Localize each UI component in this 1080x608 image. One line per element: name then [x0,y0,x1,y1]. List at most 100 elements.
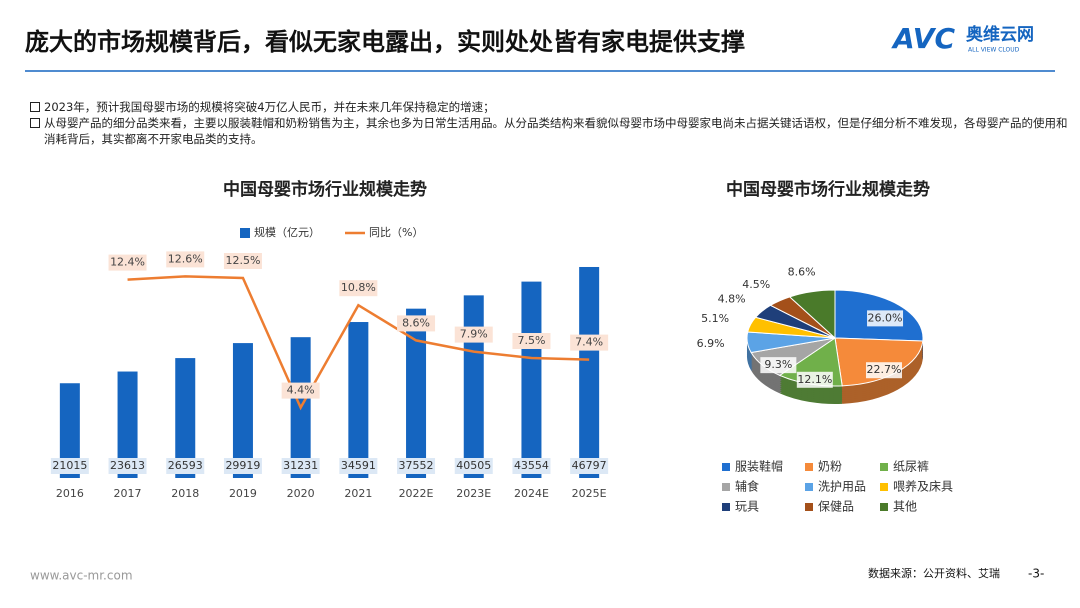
data-label-bg [796,371,833,388]
data-label: 43554 [514,459,549,472]
data-label: 10.8% [341,281,376,294]
legend-label: 同比（%） [369,226,423,239]
data-label: 26593 [168,459,203,472]
data-label-bg [783,264,820,281]
pie-slice [788,289,836,340]
data-label-bg [570,334,609,351]
data-label: 12.5% [225,254,260,267]
legend-swatch [722,483,730,491]
legend-swatch [880,463,888,471]
data-label-bg [512,458,551,474]
bar [232,343,253,478]
x-tick-label: 2017 [114,487,142,500]
bar [175,358,196,478]
data-label-bg [339,280,378,297]
legend-label: 玩具 [735,500,759,514]
source: 数据来源：公开资料、艾瑞 [868,566,1000,580]
slide-title: 庞大的市场规模背后，看似无家电露出，实则处处皆有家电提供支撑 [25,28,745,56]
chart-title: 中国母婴市场行业规模走势 [726,179,930,200]
data-label: 5.1% [701,312,729,325]
data-label-bg [570,458,609,474]
data-label: 29919 [225,459,260,472]
line [127,275,590,411]
data-label-bg [223,458,262,474]
legend-swatch [805,463,813,471]
legend-label: 保健品 [818,500,854,514]
x-tick-label: 2023E [456,487,491,500]
data-label: 21015 [52,459,87,472]
legend-label: 洗护用品 [818,480,866,494]
data-label-bg [397,315,436,332]
page-number: -3- [1028,567,1044,581]
data-label-bg [454,458,493,474]
data-label-bg [166,458,205,474]
bar [117,371,138,478]
data-label: 7.5% [517,334,545,347]
data-label: 37552 [399,459,434,472]
data-label: 4.8% [718,293,746,306]
x-tick-label: 2020 [287,487,315,500]
legend-swatch [805,503,813,511]
legend-label: 喂养及床具 [893,479,953,494]
data-label: 4.4% [287,384,315,397]
data-label-bg [108,458,147,474]
data-label-bg [223,253,262,269]
data-label-bg [281,382,320,399]
data-label: 26.0% [868,311,903,324]
logo-en: ALL VIEW CLOUD [968,47,1020,54]
x-tick-label: 2018 [171,487,199,500]
bar [463,295,484,478]
data-label-bg [454,326,493,343]
legend-swatch [240,228,250,238]
data-label-bg [865,362,902,379]
data-label: 12.4% [110,256,145,269]
data-label: 9.3% [764,358,792,371]
legend-label: 纸尿裤 [893,460,929,474]
data-label: 8.6% [402,316,430,329]
x-tick-label: 2019 [229,487,257,500]
data-label: 6.9% [697,337,725,350]
legend-swatch [722,463,730,471]
x-tick-label: 2021 [344,487,372,500]
bullet: 从母婴产品的细分品类来看，主要以服装鞋帽和奶粉销售为主，其余也多为日常生活用品。… [30,115,1074,147]
x-tick-label: 2022E [399,487,434,500]
data-label-bg [738,277,775,294]
bar [59,383,80,478]
data-label: 12.1% [797,373,832,386]
data-label: 34591 [341,459,376,472]
x-tick-label: 2024E [514,487,549,500]
data-label: 40505 [456,459,491,472]
data-label: 8.6% [788,265,816,278]
data-label-bg [692,336,729,353]
bar [348,322,369,478]
data-label-bg [760,357,797,374]
legend-label: 辅食 [735,479,759,494]
legend-label: 服装鞋帽 [735,459,783,474]
bullet: 2023年，预计我国母婴市场的规模将突破4万亿人民币，并在未来几年保持稳定的增速… [30,99,1074,115]
bar [521,281,542,478]
data-label: 46797 [572,459,607,472]
data-label-bg [281,458,320,474]
legend-label: 奶粉 [818,460,842,474]
data-label-bg [697,310,734,327]
legend-label: 其他 [893,500,917,514]
data-label-bg [512,333,551,349]
data-label-bg [867,310,904,327]
data-label-bg [397,458,436,474]
data-label: 12.6% [168,252,203,265]
data-label: 7.9% [460,328,488,341]
data-label: 22.7% [867,363,902,376]
x-tick-label: 2016 [56,487,84,500]
legend-swatch [805,483,813,491]
data-label: 7.4% [575,336,603,349]
bar [579,266,600,478]
legend-swatch [722,503,730,511]
x-tick-label: 2025E [572,487,607,500]
data-label: 23613 [110,459,145,472]
logo-cn: 奥维云网 [966,24,1034,45]
data-label: 31231 [283,459,318,472]
chart-title: 中国母婴市场行业规模走势 [223,179,427,200]
data-label-bg [713,291,750,308]
